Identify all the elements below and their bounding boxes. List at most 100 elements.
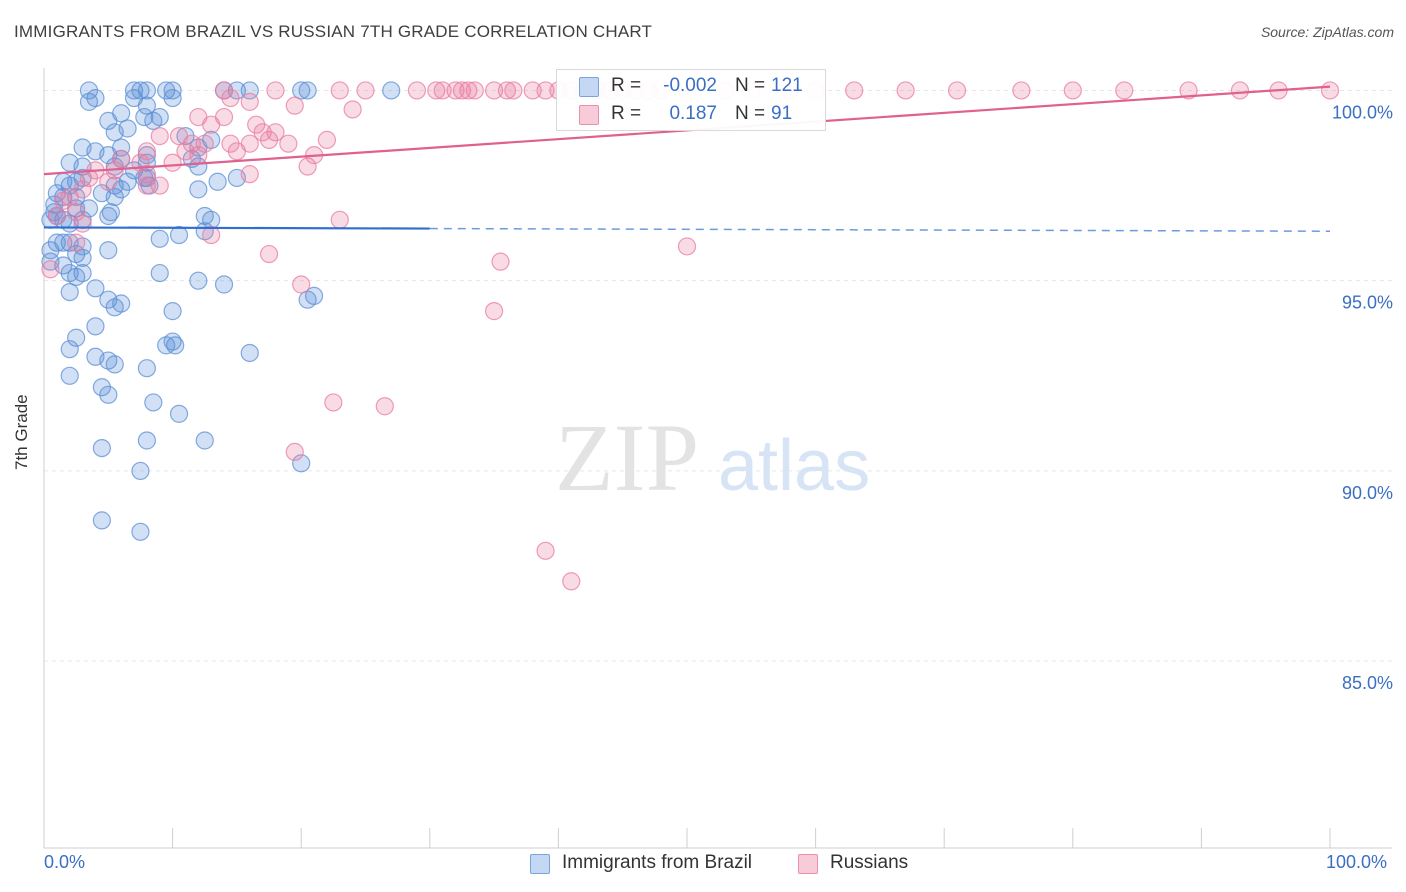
- source-credit: Source: ZipAtlas.com: [1260, 24, 1394, 40]
- data-point: [214, 81, 234, 100]
- data-point: [285, 96, 304, 115]
- legend-row-brazil: R = -0.002 N = 121: [557, 72, 825, 100]
- data-point: [292, 275, 311, 294]
- data-point: [182, 134, 201, 153]
- bottom-legend-swatch-pink: [798, 854, 818, 874]
- data-point: [99, 172, 118, 191]
- chart-title: IMMIGRANTS FROM BRAZIL VS RUSSIAN 7TH GR…: [14, 22, 653, 41]
- data-point: [446, 81, 465, 100]
- data-point: [324, 393, 343, 412]
- data-point: [240, 165, 259, 184]
- data-point: [144, 393, 163, 412]
- data-point: [292, 454, 311, 473]
- data-point: [317, 130, 337, 150]
- data-point: [92, 438, 111, 458]
- data-point: [523, 81, 542, 100]
- data-point: [189, 271, 208, 290]
- bottom-legend-swatch-blue: [530, 854, 550, 874]
- data-point: [60, 340, 79, 359]
- data-point: [214, 275, 234, 294]
- data-point: [1063, 81, 1082, 100]
- data-point: [536, 541, 555, 560]
- data-point: [163, 153, 182, 172]
- bottom-legend-label: Russians: [830, 852, 909, 873]
- data-point: [157, 81, 176, 100]
- data-point: [176, 126, 195, 146]
- data-point: [1179, 81, 1198, 100]
- data-point: [1012, 81, 1031, 100]
- data-point: [382, 81, 401, 100]
- legend-n-value: 91: [771, 103, 793, 124]
- series-russians: [41, 81, 1340, 591]
- watermark-atlas: atlas: [718, 426, 870, 506]
- data-point: [105, 123, 124, 142]
- data-point: [298, 81, 317, 100]
- legend-swatch-pink: [579, 105, 599, 125]
- data-point: [375, 397, 394, 416]
- data-point: [491, 252, 510, 271]
- data-point: [292, 81, 311, 100]
- data-point: [266, 123, 285, 142]
- data-point: [452, 81, 472, 100]
- data-point: [298, 157, 317, 176]
- data-point: [1115, 81, 1134, 100]
- data-point: [677, 237, 697, 256]
- data-point: [137, 142, 156, 161]
- legend-n-label: N =: [735, 103, 766, 124]
- y-tick-label: 85.0%: [1342, 673, 1393, 693]
- data-point: [67, 328, 86, 347]
- legend-r-value: -0.002: [663, 75, 717, 96]
- data-point: [427, 81, 446, 100]
- data-point: [163, 88, 182, 108]
- data-point: [99, 111, 118, 130]
- data-point: [221, 134, 240, 153]
- data-point: [99, 241, 118, 260]
- data-point: [189, 180, 208, 199]
- watermark-zip: ZIP: [555, 404, 699, 511]
- data-point: [92, 511, 111, 530]
- data-point: [407, 81, 427, 100]
- y-tick-label: 95.0%: [1342, 293, 1393, 313]
- data-point: [101, 203, 120, 222]
- legend-n-value: 121: [771, 75, 803, 96]
- data-point: [112, 149, 131, 169]
- data-point: [247, 115, 266, 134]
- data-point: [253, 123, 272, 142]
- data-point: [54, 191, 73, 210]
- data-point: [259, 130, 279, 150]
- data-point: [105, 355, 124, 374]
- data-point: [163, 302, 182, 321]
- data-point: [227, 81, 246, 100]
- data-point: [947, 81, 967, 100]
- legend-n-label: N =: [735, 75, 766, 96]
- data-point: [343, 100, 362, 119]
- data-point: [67, 203, 86, 222]
- data-point: [285, 442, 304, 462]
- data-point: [433, 81, 452, 100]
- data-point: [266, 81, 285, 100]
- data-point: [73, 248, 92, 267]
- data-point: [137, 146, 156, 165]
- y-tick-label: 100.0%: [1332, 102, 1393, 122]
- y-tick-labels: 85.0% 90.0% 95.0% 100.0%: [1332, 102, 1393, 693]
- data-point: [279, 134, 298, 153]
- x-tick-label-max: 100.0%: [1326, 852, 1388, 872]
- data-point: [67, 233, 86, 252]
- data-point: [169, 225, 189, 245]
- data-point: [137, 431, 156, 450]
- legend-box: R = -0.002 N = 121 R = 0.187 N = 91: [556, 69, 826, 131]
- legend-r-value: 0.187: [669, 103, 717, 124]
- data-point: [845, 81, 864, 100]
- data-point: [137, 96, 156, 115]
- data-point: [465, 81, 484, 100]
- data-point: [157, 336, 176, 355]
- data-point: [47, 233, 66, 252]
- data-point: [135, 107, 154, 127]
- data-point: [150, 107, 169, 127]
- legend-swatch-blue: [579, 77, 599, 97]
- data-point: [485, 81, 504, 100]
- data-point: [150, 176, 169, 195]
- data-point: [536, 81, 555, 100]
- data-point: [79, 168, 99, 188]
